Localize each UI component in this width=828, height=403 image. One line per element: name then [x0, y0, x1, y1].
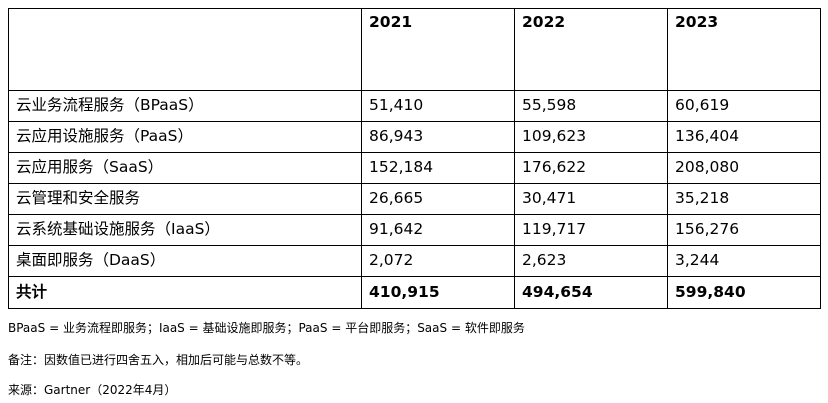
value-2021: 91,642 [361, 214, 515, 246]
row-label: 云系统基础设施服务（IaaS） [8, 214, 362, 246]
value-2022: 109,623 [514, 121, 668, 153]
table-header-row: 2021 2022 2023 [8, 8, 821, 91]
row-label: 云业务流程服务（BPaaS） [8, 90, 362, 122]
row-label: 云应用服务（SaaS） [8, 152, 362, 184]
rounding-remark: 备注：因数值已进行四舍五入，相加后可能与总数不等。 [8, 353, 309, 367]
value-2022: 2,623 [514, 245, 668, 277]
total-2021: 410,915 [361, 276, 515, 309]
value-2023: 208,080 [667, 152, 821, 184]
row-label: 云应用设施服务（PaaS） [8, 121, 362, 153]
abbreviations-note: BPaaS = 业务流程即服务；IaaS = 基础设施即服务；PaaS = 平台… [8, 321, 525, 335]
value-2022: 176,622 [514, 152, 668, 184]
total-label: 共计 [8, 276, 362, 309]
value-2021: 51,410 [361, 90, 515, 122]
value-2023: 35,218 [667, 183, 821, 215]
header-cell-empty [8, 8, 362, 91]
table-row: 云应用设施服务（PaaS） 86,943 109,623 136,404 [8, 121, 821, 153]
value-2023: 136,404 [667, 121, 821, 153]
value-2022: 119,717 [514, 214, 668, 246]
table-total-row: 共计 410,915 494,654 599,840 [8, 276, 821, 309]
total-2023: 599,840 [667, 276, 821, 309]
table-row: 云管理和安全服务 26,665 30,471 35,218 [8, 183, 821, 215]
value-2021: 2,072 [361, 245, 515, 277]
value-2023: 60,619 [667, 90, 821, 122]
table-row: 云业务流程服务（BPaaS） 51,410 55,598 60,619 [8, 90, 821, 122]
total-2022: 494,654 [514, 276, 668, 309]
table-row: 云系统基础设施服务（IaaS） 91,642 119,717 156,276 [8, 214, 821, 246]
table-row: 云应用服务（SaaS） 152,184 176,622 208,080 [8, 152, 821, 184]
value-2023: 156,276 [667, 214, 821, 246]
source-note: 来源：Gartner（2022年4月） [8, 383, 177, 397]
header-cell-2023: 2023 [667, 8, 821, 91]
value-2021: 26,665 [361, 183, 515, 215]
cloud-spending-table: 2021 2022 2023 云业务流程服务（BPaaS） 51,410 55,… [8, 8, 821, 309]
value-2023: 3,244 [667, 245, 821, 277]
header-cell-2022: 2022 [514, 8, 668, 91]
value-2021: 86,943 [361, 121, 515, 153]
row-label: 桌面即服务（DaaS） [8, 245, 362, 277]
value-2022: 30,471 [514, 183, 668, 215]
row-label: 云管理和安全服务 [8, 183, 362, 215]
value-2021: 152,184 [361, 152, 515, 184]
header-cell-2021: 2021 [361, 8, 515, 91]
value-2022: 55,598 [514, 90, 668, 122]
table-row: 桌面即服务（DaaS） 2,072 2,623 3,244 [8, 245, 821, 277]
